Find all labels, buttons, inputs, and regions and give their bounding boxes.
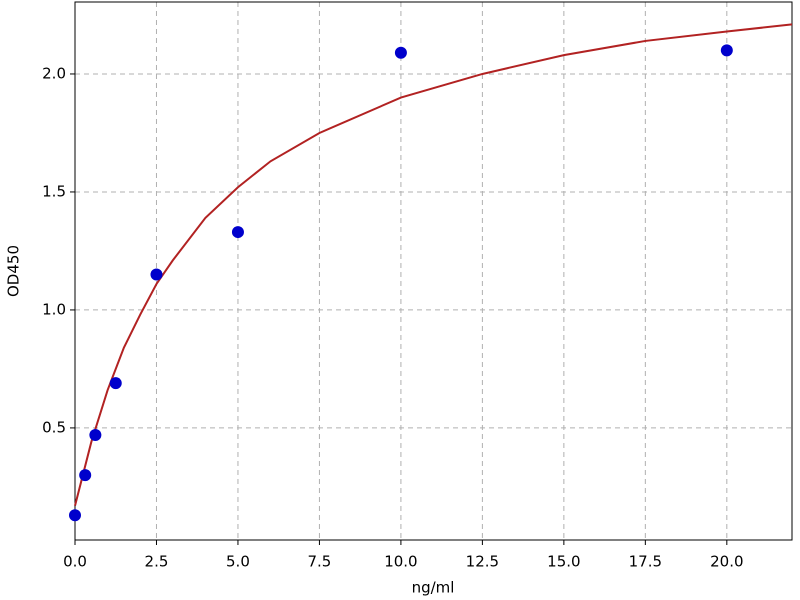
y-tick-label: 1.5	[42, 182, 66, 200]
data-point	[150, 268, 163, 281]
plot-frame	[74, 1, 793, 541]
data-point	[394, 46, 407, 59]
x-tick-label: 10.0	[384, 553, 417, 571]
x-tick-label: 15.0	[547, 553, 580, 571]
x-tick-label: 2.5	[145, 553, 169, 571]
data-point	[69, 509, 81, 522]
x-tick-label: 20.0	[710, 553, 743, 571]
fit-curve	[74, 23, 793, 507]
data-point	[109, 377, 122, 390]
x-axis-label: ng/ml	[412, 579, 455, 597]
x-tick-label: 17.5	[629, 553, 662, 571]
y-tick-label: 0.5	[42, 418, 66, 436]
data-point	[231, 226, 244, 239]
data-point	[89, 428, 102, 441]
data-point	[720, 44, 733, 57]
y-tick-label: 1.0	[42, 300, 66, 318]
x-tick-label: 0.0	[63, 553, 87, 571]
x-tick-label: 7.5	[308, 553, 332, 571]
x-tick-label: 12.5	[466, 553, 499, 571]
y-axis-label: OD450	[5, 245, 23, 297]
y-tick-label: 2.0	[42, 64, 66, 82]
x-tick-label: 5.0	[226, 553, 250, 571]
data-point	[79, 469, 92, 482]
